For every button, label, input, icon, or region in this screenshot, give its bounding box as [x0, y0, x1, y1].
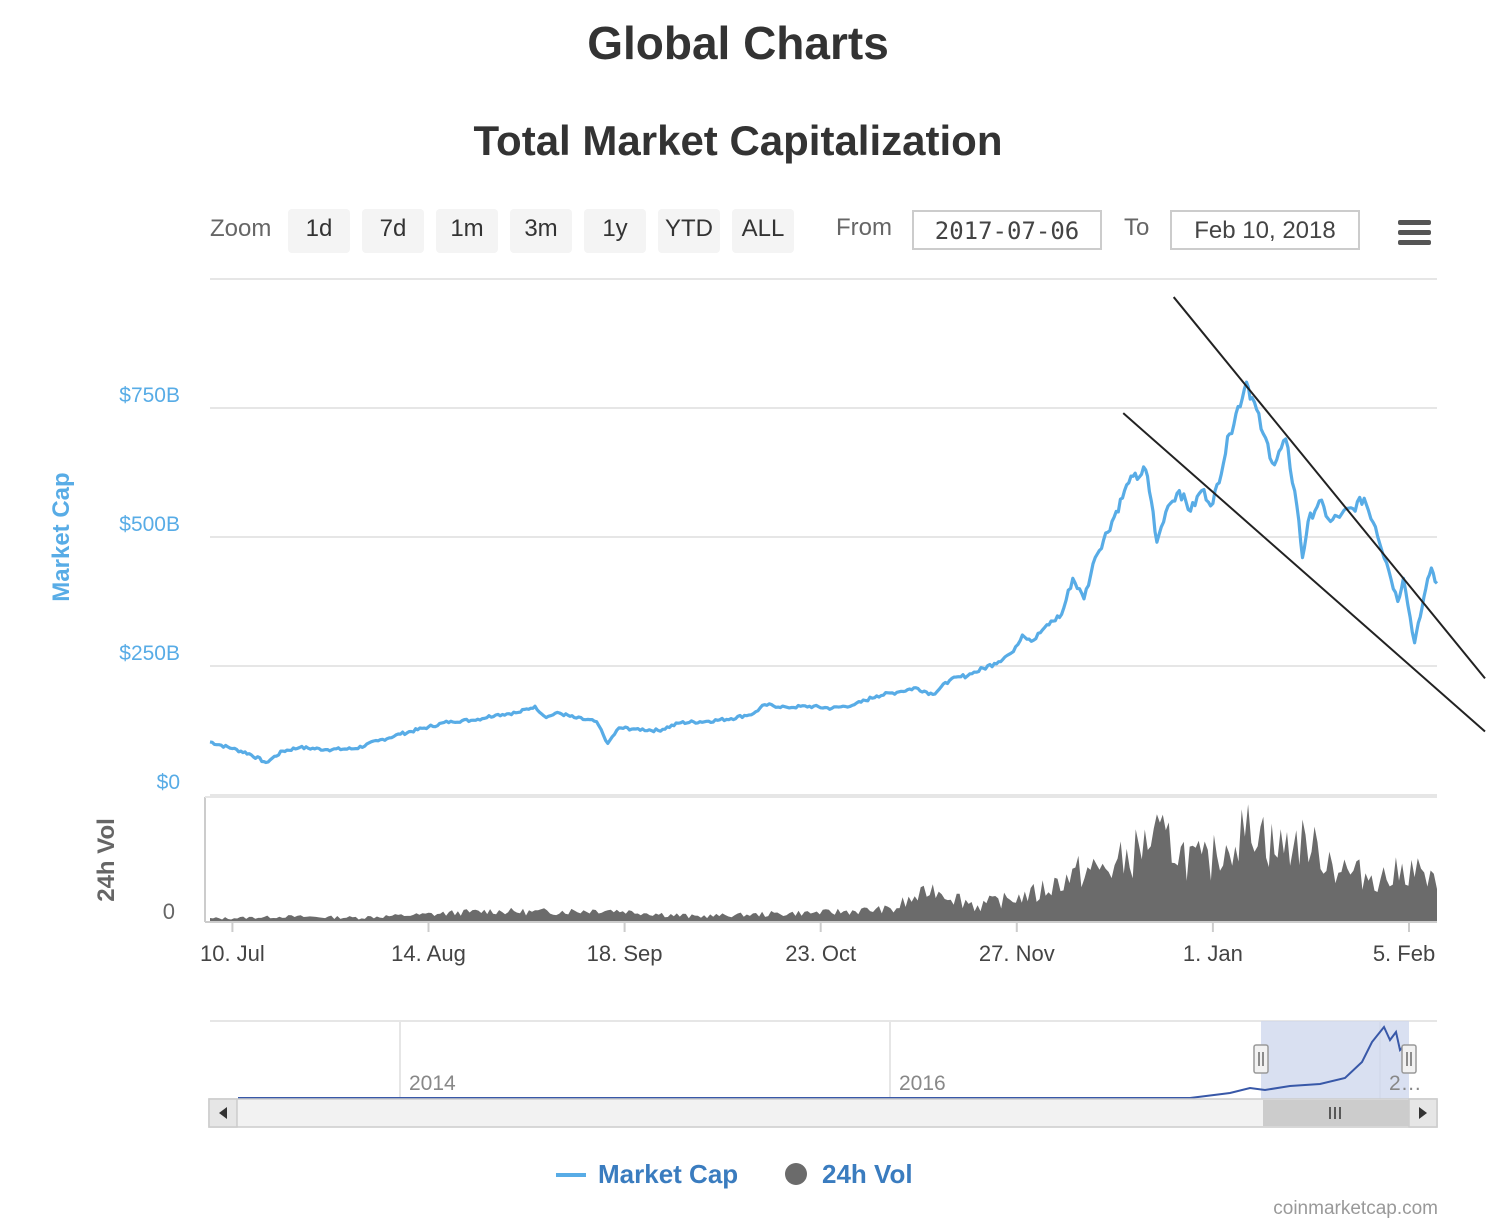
trend-line-lower: [1122, 412, 1486, 733]
zoom-button-3m[interactable]: 3m: [510, 209, 572, 253]
zoom-button-7d[interactable]: 7d: [362, 209, 424, 253]
x-tick-label: 1. Jan: [1183, 941, 1243, 966]
volume-axis-title: 24h Vol: [93, 818, 120, 902]
chart-title: Total Market Capitalization: [473, 117, 1003, 164]
page-title: Global Charts: [587, 17, 889, 69]
to-label: To: [1124, 214, 1150, 241]
navigator-series-line: [238, 1025, 1406, 1099]
legend-volume-symbol: [785, 1163, 807, 1185]
credits-link[interactable]: coinmarketcap.com: [1273, 1198, 1438, 1219]
scrollbar-thumb[interactable]: [1263, 1100, 1409, 1126]
y-tick-label: $250B: [119, 642, 180, 665]
volume-axis-tick-0: 0: [163, 899, 175, 924]
x-tick-label: 10. Jul: [200, 941, 265, 966]
trend-channel-layer: [1122, 296, 1486, 733]
chevron-right-icon: [1419, 1107, 1427, 1119]
zoom-button-all[interactable]: ALL: [732, 209, 794, 253]
from-date-input[interactable]: 2017-07-06: [912, 210, 1102, 250]
to-date-input[interactable]: Feb 10, 2018: [1170, 210, 1360, 250]
navigator-right-handle[interactable]: [1401, 1044, 1417, 1074]
market-cap-series-line: [209, 380, 1439, 765]
from-label: From: [836, 214, 892, 241]
scrollbar-left-button[interactable]: [208, 1098, 238, 1128]
zoom-button-1m[interactable]: 1m: [436, 209, 498, 253]
volume-series-area: [210, 804, 1437, 922]
navigator-x-label: 2…: [1389, 1072, 1422, 1095]
zoom-button-1d[interactable]: 1d: [288, 209, 350, 253]
axis-labels-layer: Market Cap 24h Vol 0 $0 $250B $500B $750B 10…: [48, 384, 1435, 966]
hamburger-menu-icon[interactable]: [1396, 218, 1434, 250]
trend-line-upper: [1172, 296, 1486, 679]
legend-market-cap-label[interactable]: Market Cap: [598, 1159, 738, 1189]
zoom-label: Zoom: [210, 215, 272, 242]
navigator-x-label: 2014: [409, 1072, 456, 1095]
market-cap-axis-title: Market Cap: [48, 472, 75, 601]
x-tick-label: 27. Nov: [979, 941, 1055, 966]
x-tick-label: 18. Sep: [587, 941, 663, 966]
navigator-x-label: 2016: [899, 1072, 946, 1095]
y-tick-label: $750B: [119, 384, 180, 407]
x-tick-label: 14. Aug: [391, 941, 466, 966]
zoom-button-ytd[interactable]: YTD: [658, 209, 720, 253]
zoom-button-1y[interactable]: 1y: [584, 209, 646, 253]
scrollbar-track[interactable]: [208, 1098, 1438, 1128]
chevron-left-icon: [219, 1107, 227, 1119]
market-cap-line-layer: [209, 380, 1439, 765]
navigator[interactable]: 2014 2016 2…: [208, 1020, 1438, 1128]
grid-lines: [210, 278, 1437, 796]
volume-area-layer: [204, 796, 1437, 923]
x-tick-label: 23. Oct: [785, 941, 856, 966]
y-tick-label: $0: [157, 771, 180, 794]
navigator-left-handle[interactable]: [1253, 1044, 1269, 1074]
y-tick-label: $500B: [119, 513, 180, 536]
x-tick-label: 5. Feb: [1373, 941, 1435, 966]
legend-volume-label[interactable]: 24h Vol: [822, 1159, 913, 1189]
legend: Market Cap 24h Vol: [556, 1159, 913, 1189]
